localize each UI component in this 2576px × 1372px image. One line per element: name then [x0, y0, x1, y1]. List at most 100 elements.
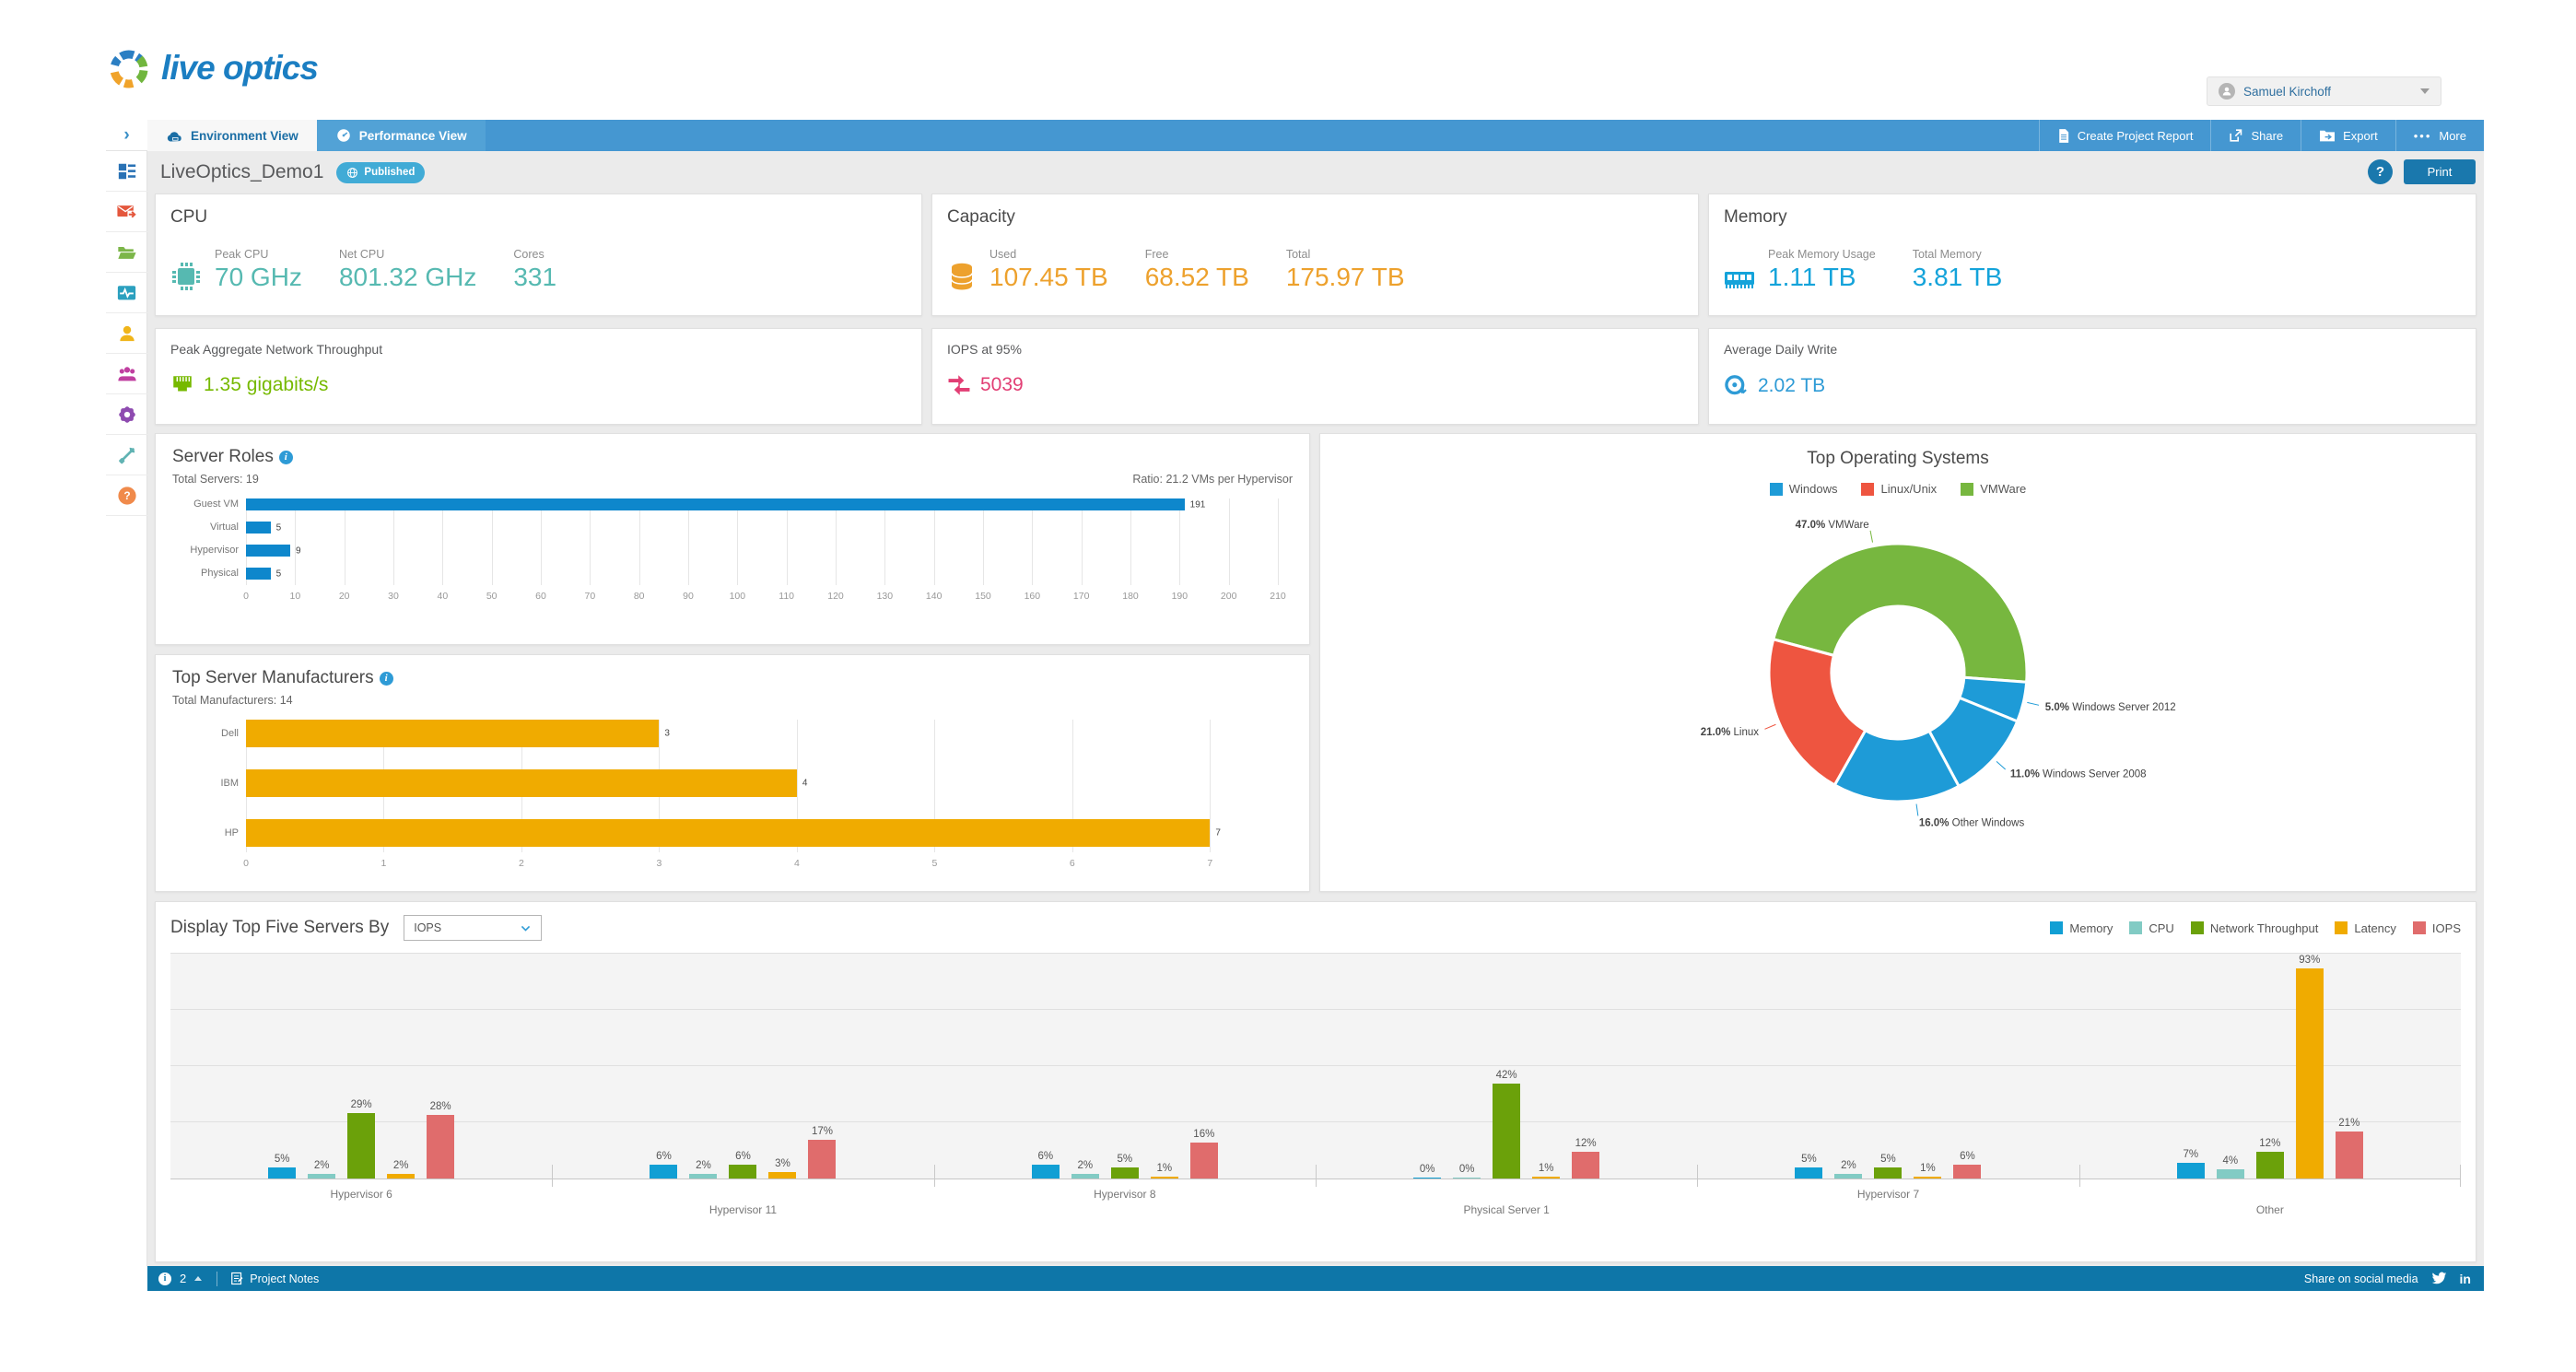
notifications-toggle[interactable]: i 2	[147, 1266, 213, 1291]
logo-text: live optics	[161, 49, 319, 87]
project-name: LiveOptics_Demo1	[160, 161, 324, 182]
gridline	[1081, 498, 1083, 585]
manufacturers-chart: Dell IBM HP 0 1 2 3 4 5 6 7 3 4 7	[172, 720, 1293, 871]
action-label: Create Project Report	[2077, 128, 2194, 143]
info-icon[interactable]: i	[278, 450, 293, 464]
label-connector	[1764, 723, 1776, 730]
bar	[689, 1174, 718, 1179]
svg-text:?: ?	[123, 489, 130, 502]
gridline	[170, 1009, 2461, 1010]
folder-icon	[118, 246, 136, 259]
create-project-report-button[interactable]: Create Project Report	[2038, 120, 2211, 151]
sidebar-item-user[interactable]	[106, 313, 147, 354]
badge-label: Published	[364, 167, 416, 178]
bar-value-label: 5%	[1801, 1153, 1817, 1165]
chart-title: Top Operating Systems	[1807, 449, 1989, 468]
action-label: More	[2439, 128, 2466, 143]
axis-tick-label: 100	[729, 591, 746, 602]
stat-peak-memory: Peak Memory Usage 1.11 TB	[1768, 248, 1876, 292]
chart-title: Server Roles i	[172, 447, 1293, 467]
user-name: Samuel Kirchoff	[2243, 84, 2332, 99]
gridline	[934, 720, 936, 852]
stat-value: 70 GHz	[215, 263, 302, 291]
tab-environment-view[interactable]: Environment View	[147, 120, 317, 151]
iops-arrows-icon	[948, 375, 970, 395]
legend-item[interactable]: Network Throughput	[2190, 921, 2318, 935]
tab-performance-view[interactable]: Performance View	[316, 120, 486, 151]
legend-item[interactable]: IOPS	[2412, 921, 2461, 935]
disc-write-icon	[1725, 375, 1747, 395]
category-label: Virtual	[210, 522, 239, 533]
bar-slot: 28%	[427, 954, 455, 1179]
legend-item[interactable]: Latency	[2335, 921, 2396, 935]
sidebar-collapse-button[interactable]: ›	[106, 120, 147, 151]
legend-item[interactable]: Windows	[1769, 482, 1837, 496]
stat-value: 107.45 TB	[989, 263, 1108, 291]
sidebar-item-tools[interactable]	[106, 435, 147, 475]
export-button[interactable]: Export	[2301, 120, 2395, 151]
share-label: Share on social media	[2303, 1272, 2418, 1285]
print-button[interactable]: Print	[2404, 159, 2476, 184]
card-title: Memory	[1724, 207, 1787, 227]
share-button[interactable]: Share	[2210, 120, 2301, 151]
category-labels: Hypervisor 6 Hypervisor 11 Hypervisor 8 Phy…	[170, 1179, 2461, 1222]
gear-icon	[118, 405, 135, 423]
category-label: Hypervisor 6	[330, 1188, 392, 1201]
bar-value-label: 1%	[1538, 1162, 1554, 1174]
bar-value-label: 12%	[2259, 1137, 2281, 1149]
sidebar-item-settings[interactable]	[106, 394, 147, 435]
help-button[interactable]: ?	[2368, 159, 2393, 184]
sidebar-item-files[interactable]	[106, 232, 147, 273]
bar	[1572, 1151, 1600, 1179]
bar-slot: 17%	[808, 954, 837, 1179]
axis-tick-label: 210	[1270, 591, 1286, 602]
axis-tick	[1316, 1165, 1317, 1187]
bar-group: 6% 2% 5% 1% 16%	[934, 954, 1316, 1179]
more-button[interactable]: ••• More	[2395, 120, 2484, 151]
axis-tick-label: 180	[1122, 591, 1139, 602]
stat-peak-cpu: Peak CPU 70 GHz	[215, 248, 302, 292]
linkedin-icon[interactable]: in	[2459, 1271, 2471, 1286]
info-icon[interactable]: i	[379, 671, 393, 686]
legend-item[interactable]: Memory	[2050, 921, 2113, 935]
os-legend: Windows Linux/Unix VMWare	[1320, 482, 2476, 496]
bar-value-label: 7%	[2183, 1148, 2199, 1160]
card-title: Capacity	[947, 207, 1015, 227]
bar	[1071, 1174, 1099, 1179]
legend-label: IOPS	[2431, 921, 2461, 935]
twitter-icon[interactable]	[2431, 1272, 2447, 1285]
sidebar-item-performance[interactable]	[106, 273, 147, 313]
legend-item[interactable]: VMWare	[1961, 482, 2026, 496]
user-menu[interactable]: Samuel Kirchoff	[2207, 76, 2441, 106]
sidebar-item-help[interactable]: ?	[106, 475, 147, 516]
stat-label: Peak Memory Usage	[1768, 248, 1876, 261]
gridline	[884, 498, 886, 585]
axis-tick	[2078, 1165, 2080, 1187]
team-icon	[117, 366, 136, 381]
axis-tick-label: 70	[584, 591, 596, 602]
action-label: Export	[2343, 128, 2378, 143]
stat-label: Cores	[513, 248, 544, 261]
sidebar-item-mail[interactable]	[106, 192, 147, 232]
bar-value-label: 0%	[1419, 1164, 1435, 1175]
bar	[246, 819, 1211, 847]
bar-row: 4	[246, 769, 1293, 797]
bar	[246, 720, 660, 747]
sidebar-item-team[interactable]	[106, 354, 147, 394]
legend-item[interactable]: Linux/Unix	[1861, 482, 1937, 496]
bar-value-label: 29%	[350, 1098, 372, 1110]
sidebar-item-dashboard[interactable]	[106, 151, 147, 192]
category-label: Hypervisor	[190, 545, 239, 556]
gridline	[933, 498, 935, 585]
bar-value-label: 12%	[1575, 1137, 1597, 1149]
project-notes-button[interactable]: Project Notes	[221, 1272, 319, 1285]
cpu-card: CPU Peak CPU 70 GHz Net CPU 801.32 GHz C…	[155, 193, 922, 316]
legend-item[interactable]: CPU	[2129, 921, 2174, 935]
metric-select[interactable]: IOPS	[404, 915, 543, 941]
slice-label: 16.0% Other Windows	[1919, 817, 2025, 828]
activity-monitor-icon	[117, 285, 136, 299]
bar-value-label: 2%	[1077, 1160, 1094, 1172]
hbar-wrap: Guest VM Virtual Hypervisor Physical 0 10 20 30…	[172, 498, 1293, 604]
category-label: Physical	[201, 568, 239, 579]
bar-value-label: 42%	[1495, 1070, 1517, 1082]
